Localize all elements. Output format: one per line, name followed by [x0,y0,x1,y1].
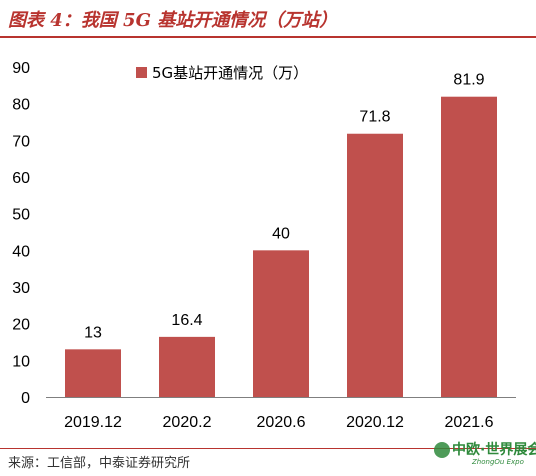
bar [253,250,309,397]
bar [65,349,121,397]
bar-value-label: 13 [84,324,102,341]
y-tick-label: 60 [12,170,30,187]
x-tick-label: 2021.6 [445,414,494,431]
watermark-text: 中欧·世界展会 [452,442,536,458]
bars: 13 16.4 40 71.8 81.9 [65,72,497,397]
bar-value-label: 16.4 [171,312,202,329]
globe-icon [434,442,450,458]
y-tick-label: 0 [21,390,30,407]
x-tick-label: 2020.6 [257,414,306,431]
y-tick-label: 70 [12,133,30,150]
bar-value-label: 81.9 [453,72,484,89]
bar [159,336,215,397]
legend-label: 5G基站开通情况（万） [152,64,308,82]
y-tick-label: 50 [12,207,30,224]
x-tick-label: 2019.12 [64,414,122,431]
source-divider [0,448,536,449]
x-tick-label: 2020.2 [163,414,212,431]
bar-value-label: 40 [272,225,290,242]
y-tick-label: 40 [12,243,30,260]
page-title: 图表 4：我国 5G 基站开通情况（万站） [8,10,338,31]
legend: 5G基站开通情况（万） [136,64,308,82]
y-tick-label: 30 [12,280,30,297]
watermark-subtext: ZhongOu Expo [472,458,524,466]
y-tick-label: 80 [12,97,30,114]
watermark-logo: 中欧·世界展会 ZhongOu Expo [432,436,536,474]
bar-value-label: 71.8 [359,109,390,126]
y-tick-label: 90 [12,60,30,77]
title-divider [0,36,536,38]
x-axis: 2019.12 2020.2 2020.6 2020.12 2021.6 [46,397,516,431]
y-tick-label: 10 [12,353,30,370]
bar [347,133,403,397]
source-note: 来源：工信部，中泰证券研究所 [8,456,191,471]
x-tick-label: 2020.12 [346,414,404,431]
y-tick-label: 20 [12,317,30,334]
bar [441,96,497,397]
legend-swatch [136,67,147,78]
y-axis: 0 10 20 30 40 50 60 70 80 90 [12,60,30,407]
